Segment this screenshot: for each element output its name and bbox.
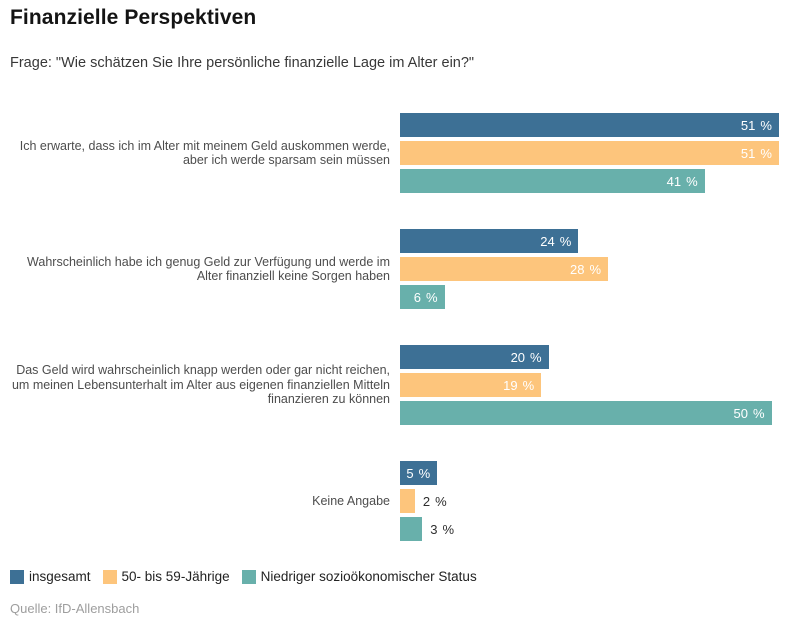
value-number: 50 — [733, 405, 748, 421]
bar-row: 20% — [400, 345, 796, 369]
bar-segment: 6% — [400, 285, 445, 309]
chart-group: Wahrscheinlich habe ich genug Geld zur V… — [0, 229, 800, 309]
category-label: Wahrscheinlich habe ich genug Geld zur V… — [27, 254, 390, 284]
value-number: 24 — [540, 233, 555, 249]
source-note: Quelle: IfD-Allensbach — [10, 601, 140, 616]
value-number: 41 — [666, 173, 682, 189]
bar-row: 50% — [400, 401, 796, 425]
value-unit: % — [418, 465, 431, 481]
bar-stack: 20% 19% 50% — [400, 345, 796, 429]
legend-item: Niedriger sozioökonomischer Status — [241, 569, 477, 584]
value-unit: % — [435, 493, 447, 509]
value-label: 19% — [503, 378, 534, 393]
value-unit: % — [760, 117, 772, 133]
value-label: 28% — [570, 262, 601, 277]
value-label: 51% — [741, 118, 772, 133]
value-label: 50% — [733, 406, 764, 421]
value-unit: % — [686, 173, 698, 189]
legend-swatch — [10, 569, 24, 584]
value-unit: % — [589, 261, 602, 277]
bar-row: 6% — [400, 285, 796, 309]
value-number: 51 — [740, 117, 756, 133]
bar-segment: 5% — [400, 461, 438, 485]
bar-row: 28% — [400, 257, 796, 281]
value-label: 20% — [511, 350, 542, 365]
legend-label: Niedriger sozioökonomischer Status — [260, 569, 477, 584]
chart-title: Finanzielle Perspektiven — [10, 6, 257, 29]
legend-swatch — [102, 569, 117, 584]
chart-subtitle: Frage: "Wie schätzen Sie Ihre persönlich… — [10, 55, 475, 71]
value-label: 5% — [406, 466, 430, 481]
value-label: 6% — [414, 290, 438, 305]
bar-segment: 41% — [400, 169, 705, 193]
chart-group: Keine Angabe 5% 2% 3% — [0, 461, 800, 541]
bar-row: 41% — [400, 169, 796, 193]
chart-group: Das Geld wird wahrscheinlich knapp werde… — [0, 345, 800, 425]
value-unit: % — [559, 233, 572, 249]
bar-stack: 24% 28% 6% — [400, 229, 796, 313]
bar-segment: 24% — [400, 229, 579, 253]
bar-row: 3% — [400, 517, 796, 541]
value-label: 24% — [540, 234, 571, 249]
value-number: 2 — [422, 493, 431, 509]
value-number: 19 — [503, 377, 518, 393]
bar-row: 24% — [400, 229, 796, 253]
value-number: 6 — [413, 289, 422, 305]
bar-stack: 51% 51% 41% — [400, 113, 796, 197]
value-unit: % — [752, 405, 765, 421]
grouped-bar-chart: Ich erwarte, dass ich im Alter mit meine… — [0, 113, 800, 541]
bar-segment — [400, 489, 415, 513]
bar-segment — [400, 517, 423, 541]
chart-legend: insgesamt 50- bis 59-Jährige Niedriger soz… — [10, 569, 477, 584]
category-label: Ich erwarte, dass ich im Alter mit meine… — [19, 138, 390, 168]
bar-segment: 19% — [400, 373, 542, 397]
value-number: 28 — [570, 261, 585, 277]
legend-label: 50- bis 59-Jährige — [121, 569, 230, 584]
value-number: 5 — [406, 465, 414, 481]
value-unit: % — [760, 145, 772, 161]
value-unit: % — [522, 377, 535, 393]
chart-group: Ich erwarte, dass ich im Alter mit meine… — [0, 113, 800, 193]
value-unit: % — [442, 521, 455, 537]
bar-row: 51% — [400, 141, 796, 165]
bar-segment: 20% — [400, 345, 549, 369]
bar-row: 5% — [400, 461, 796, 485]
bar-segment: 51% — [400, 141, 779, 165]
legend-item: 50- bis 59-Jährige — [102, 569, 230, 584]
bar-row: 51% — [400, 113, 796, 137]
bar-segment: 50% — [400, 401, 772, 425]
value-unit: % — [530, 349, 542, 365]
bar-segment: 51% — [400, 113, 779, 137]
legend-label: insgesamt — [29, 569, 91, 584]
value-label: 51% — [741, 146, 772, 161]
value-number: 20 — [510, 349, 526, 365]
value-label: 41% — [667, 174, 698, 189]
value-label: 2% — [423, 494, 447, 509]
bar-stack: 5% 2% 3% — [400, 461, 796, 545]
category-label: Keine Angabe — [312, 493, 390, 508]
legend-swatch — [241, 569, 256, 584]
bar-row: 2% — [400, 489, 796, 513]
value-label: 3% — [430, 522, 454, 537]
value-number: 51 — [740, 145, 756, 161]
bar-segment: 28% — [400, 257, 609, 281]
value-number: 3 — [430, 521, 438, 537]
legend-item: insgesamt — [10, 569, 91, 584]
bar-row: 19% — [400, 373, 796, 397]
category-label: Das Geld wird wahrscheinlich knapp werde… — [11, 363, 390, 407]
value-unit: % — [426, 289, 438, 305]
